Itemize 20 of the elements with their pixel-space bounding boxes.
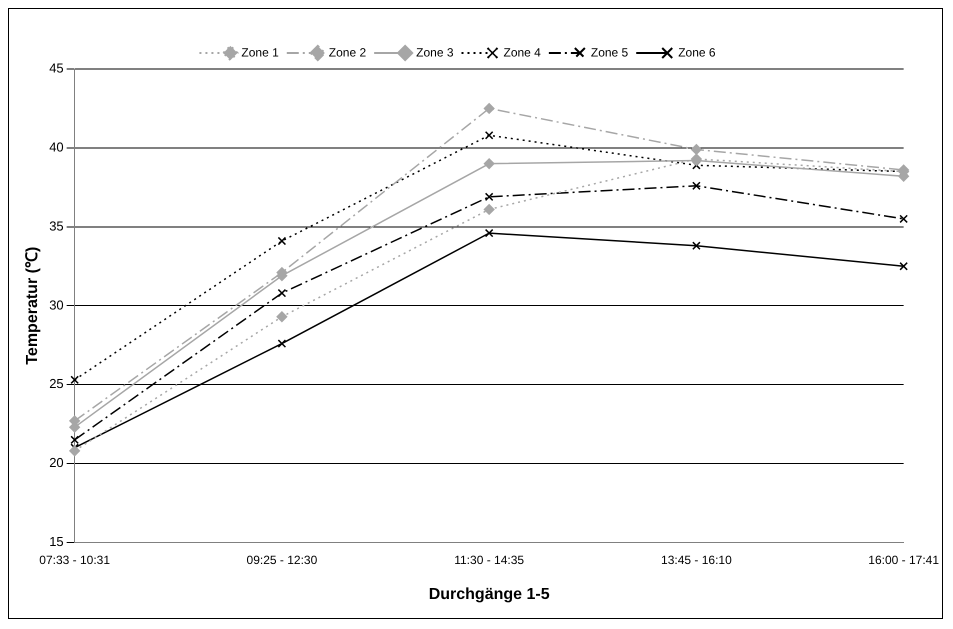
- legend-label: Zone 6: [678, 45, 716, 60]
- legend-label: Zone 5: [590, 45, 629, 60]
- y-tick-label: 15: [49, 534, 64, 549]
- y-tick-label: 25: [49, 376, 64, 392]
- legend-label: Zone 4: [504, 45, 542, 60]
- y-tick-label: 20: [49, 455, 64, 470]
- x-axis-title: Durchgänge 1-5: [428, 586, 550, 603]
- x-tick-label: 07:33 - 10:31: [39, 552, 110, 567]
- y-axis-title: Temperatur (℃): [24, 246, 42, 365]
- legend-label: Zone 2: [328, 45, 366, 60]
- legend-label: Zone 3: [416, 45, 454, 60]
- x-tick-label: 16:00 - 17:41: [868, 552, 940, 567]
- y-tick-label: 30: [49, 297, 64, 312]
- y-tick-label: 35: [49, 218, 64, 234]
- x-tick-label: 13:45 - 16:10: [661, 552, 732, 567]
- legend-label: Zone 1: [241, 45, 280, 60]
- y-tick-label: 40: [49, 139, 64, 154]
- y-tick-label: 45: [49, 60, 64, 76]
- x-tick-label: 11:30 - 14:35: [454, 552, 524, 567]
- x-tick-label: 09:25 - 12:30: [246, 552, 318, 567]
